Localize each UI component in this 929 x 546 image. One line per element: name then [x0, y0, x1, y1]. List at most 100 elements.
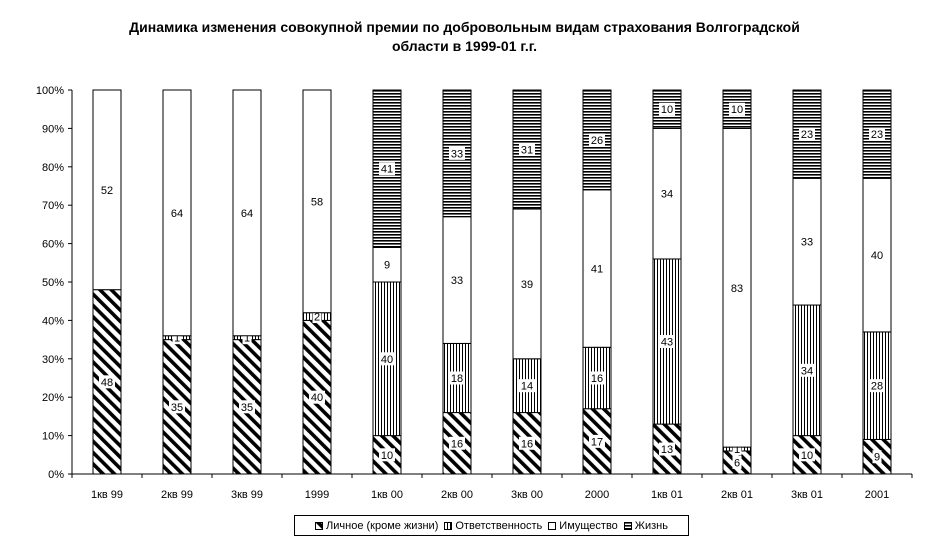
y-tick-label: 70%: [42, 200, 64, 212]
bar-segment: [512, 89, 542, 210]
data-label-bg: [379, 448, 395, 462]
legend-item-property: Имущество: [548, 520, 618, 532]
data-label: 10: [801, 450, 813, 462]
x-tick-label: 2кв 00: [441, 489, 473, 501]
y-tick-label: 90%: [42, 123, 64, 135]
data-label-bg: [242, 331, 252, 345]
data-label: 16: [591, 373, 603, 385]
data-label: 58: [311, 196, 323, 208]
data-label-bg: [519, 379, 535, 393]
data-label: 1: [244, 333, 250, 345]
data-label-bg: [589, 133, 605, 147]
x-tick-label: 1999: [305, 489, 329, 501]
data-label: 9: [384, 260, 390, 272]
legend-label: Ответственность: [455, 519, 543, 532]
data-label-bg: [872, 450, 882, 464]
data-label-bg: [519, 277, 535, 291]
data-label-bg: [659, 335, 675, 349]
x-tick-label: 1кв 00: [371, 489, 403, 501]
data-label: 41: [591, 264, 603, 276]
legend-swatch-diagonal: [315, 521, 324, 530]
legend: Личное (кроме жизни) Ответственность Иму…: [294, 515, 689, 536]
data-label: 40: [311, 392, 323, 404]
data-label-bg: [169, 206, 185, 220]
data-label-bg: [239, 206, 255, 220]
y-tick-label: 40%: [42, 315, 64, 327]
data-label-bg: [729, 102, 745, 116]
data-label: 83: [731, 283, 743, 295]
data-label: 16: [451, 438, 463, 450]
y-tick-label: 10%: [42, 431, 64, 443]
y-tick-label: 100%: [36, 85, 64, 97]
y-tick-label: 20%: [42, 392, 64, 404]
data-label-bg: [589, 262, 605, 276]
y-tick-label: 0%: [48, 469, 64, 481]
data-label-bg: [312, 310, 322, 324]
data-label-bg: [309, 194, 325, 208]
data-label: 33: [451, 275, 463, 287]
data-label-bg: [799, 127, 815, 141]
data-label: 39: [521, 279, 533, 291]
x-tick-label: 1кв 99: [91, 489, 123, 501]
legend-item-life: Жизнь: [623, 519, 668, 532]
data-label: 1: [734, 444, 740, 456]
data-label: 34: [661, 189, 673, 201]
data-label-bg: [659, 102, 675, 116]
data-label: 52: [101, 185, 113, 197]
data-label-bg: [869, 127, 885, 141]
data-label-bg: [172, 331, 182, 345]
data-label-bg: [799, 363, 815, 377]
data-label-bg: [869, 248, 885, 262]
data-label: 18: [451, 373, 463, 385]
data-label: 26: [591, 135, 603, 147]
y-tick-label: 30%: [42, 354, 64, 366]
data-label: 40: [381, 354, 393, 366]
data-label-bg: [99, 183, 115, 197]
data-label: 41: [381, 164, 393, 176]
data-label: 64: [171, 208, 183, 220]
data-label-bg: [99, 375, 115, 389]
x-tick-label: 3кв 00: [511, 489, 543, 501]
data-label: 43: [661, 337, 673, 349]
data-label-bg: [379, 352, 395, 366]
data-label-bg: [799, 235, 815, 249]
data-label: 35: [171, 402, 183, 414]
data-label: 9: [874, 452, 880, 464]
data-label-bg: [659, 442, 675, 456]
data-label-bg: [659, 187, 675, 201]
y-tick-label: 50%: [42, 277, 64, 289]
x-tick-label: 2001: [865, 489, 889, 501]
data-label-bg: [449, 371, 465, 385]
data-label-bg: [382, 258, 392, 272]
x-tick-label: 2кв 01: [721, 489, 753, 501]
data-label-bg: [869, 379, 885, 393]
data-label-bg: [589, 371, 605, 385]
data-label-bg: [449, 436, 465, 450]
x-tick-label: 1кв 01: [651, 489, 683, 501]
data-label: 64: [241, 208, 253, 220]
data-label: 33: [451, 148, 463, 160]
data-label-bg: [519, 436, 535, 450]
chart-title: Динамика изменения совокупной премии по …: [0, 18, 929, 56]
data-label: 48: [101, 377, 113, 389]
data-label-bg: [799, 448, 815, 462]
chart-title-line-1: Динамика изменения совокупной премии по …: [129, 19, 800, 35]
data-label-bg: [239, 400, 255, 414]
data-label-bg: [169, 400, 185, 414]
data-label-bg: [732, 442, 742, 456]
legend-swatch-vertical: [444, 521, 453, 530]
data-label: 23: [801, 129, 813, 141]
x-tick-label: 3кв 01: [791, 489, 823, 501]
data-label: 40: [871, 250, 883, 262]
bar-segment: [372, 435, 402, 475]
data-label: 1: [174, 333, 180, 345]
x-tick-label: 2кв 99: [161, 489, 193, 501]
data-label: 23: [871, 129, 883, 141]
data-label: 17: [591, 436, 603, 448]
data-label-bg: [519, 143, 535, 157]
legend-label: Жизнь: [634, 519, 668, 532]
data-label: 35: [241, 402, 253, 414]
chart-title-line-2: области в 1999-01 г.г.: [391, 38, 538, 54]
data-label: 28: [871, 381, 883, 393]
